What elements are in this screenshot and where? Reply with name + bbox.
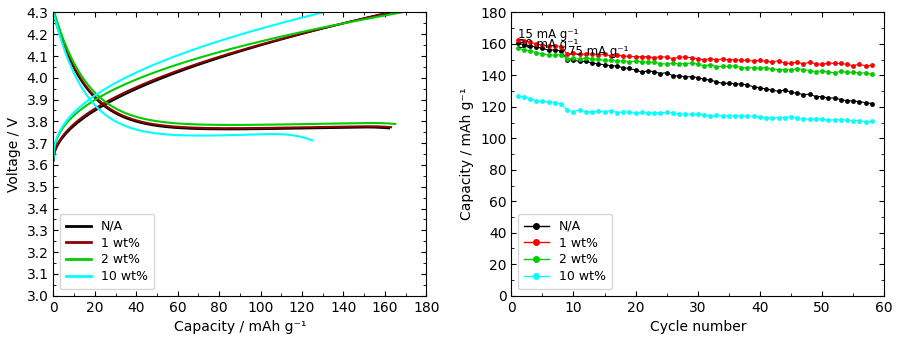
2 wt% <box>854 71 865 75</box>
2 wt% <box>593 57 604 61</box>
N/A <box>811 94 822 99</box>
N/A <box>867 102 877 106</box>
N/A <box>748 85 759 89</box>
N/A <box>854 100 865 104</box>
10 wt% <box>512 94 523 99</box>
2 wt% <box>512 46 523 50</box>
Line: 10 wt%: 10 wt% <box>515 94 874 124</box>
1 wt% <box>811 62 822 66</box>
2 wt% <box>773 68 784 72</box>
Line: N/A: N/A <box>515 40 874 106</box>
10 wt% <box>860 120 871 124</box>
10 wt% <box>748 114 759 118</box>
2 wt% <box>748 66 759 70</box>
2 wt% <box>867 72 877 76</box>
1 wt% <box>860 64 871 68</box>
10 wt% <box>811 117 822 121</box>
Line: 1 wt%: 1 wt% <box>515 37 874 68</box>
1 wt% <box>773 59 784 63</box>
10 wt% <box>599 110 610 114</box>
1 wt% <box>512 38 523 42</box>
1 wt% <box>593 53 604 57</box>
Text: 75 mA g⁻¹: 75 mA g⁻¹ <box>569 45 629 59</box>
Line: 2 wt%: 2 wt% <box>515 46 874 77</box>
10 wt% <box>593 109 604 113</box>
2 wt% <box>811 70 822 74</box>
X-axis label: Cycle number: Cycle number <box>650 320 746 334</box>
Text: 30 mA g⁻¹: 30 mA g⁻¹ <box>518 38 578 50</box>
N/A <box>512 41 523 45</box>
10 wt% <box>848 119 859 123</box>
10 wt% <box>773 116 784 120</box>
Y-axis label: Voltage / V: Voltage / V <box>7 117 21 192</box>
Legend: N/A, 1 wt%, 2 wt%, 10 wt%: N/A, 1 wt%, 2 wt%, 10 wt% <box>518 214 612 290</box>
1 wt% <box>848 64 859 68</box>
Y-axis label: Capacity / mAh g⁻¹: Capacity / mAh g⁻¹ <box>461 88 474 220</box>
Legend: N/A, 1 wt%, 2 wt%, 10 wt%: N/A, 1 wt%, 2 wt%, 10 wt% <box>59 214 154 290</box>
10 wt% <box>867 119 877 123</box>
N/A <box>593 62 604 66</box>
1 wt% <box>867 63 877 68</box>
Text: 15 mA g⁻¹: 15 mA g⁻¹ <box>518 28 578 41</box>
X-axis label: Capacity / mAh g⁻¹: Capacity / mAh g⁻¹ <box>174 320 306 334</box>
1 wt% <box>748 59 759 63</box>
N/A <box>599 63 610 67</box>
N/A <box>773 89 784 93</box>
2 wt% <box>599 58 610 62</box>
1 wt% <box>599 52 610 56</box>
